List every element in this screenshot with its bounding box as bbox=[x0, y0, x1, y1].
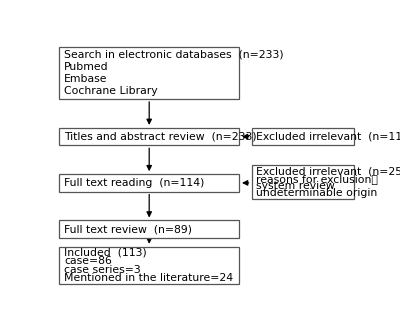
Text: Excluded irrelevant  (n=25): Excluded irrelevant (n=25) bbox=[256, 166, 400, 176]
Text: reasons for exclusion：: reasons for exclusion： bbox=[256, 174, 378, 184]
FancyBboxPatch shape bbox=[59, 174, 239, 192]
FancyBboxPatch shape bbox=[59, 247, 239, 284]
Text: Full text reading  (n=114): Full text reading (n=114) bbox=[64, 178, 204, 188]
Text: Titles and abstract review  (n=233): Titles and abstract review (n=233) bbox=[64, 132, 256, 142]
FancyBboxPatch shape bbox=[59, 46, 239, 99]
Text: undeterminable origin: undeterminable origin bbox=[256, 188, 378, 199]
FancyBboxPatch shape bbox=[59, 128, 239, 145]
FancyBboxPatch shape bbox=[59, 220, 239, 238]
Text: Excluded irrelevant  (n=119): Excluded irrelevant (n=119) bbox=[256, 132, 400, 142]
FancyBboxPatch shape bbox=[252, 165, 354, 199]
Text: Included  (113): Included (113) bbox=[64, 248, 147, 258]
Text: case=86: case=86 bbox=[64, 256, 112, 266]
Text: Search in electronic databases  (n=233): Search in electronic databases (n=233) bbox=[64, 50, 284, 59]
Text: Mentioned in the literature=24: Mentioned in the literature=24 bbox=[64, 273, 233, 283]
Text: Embase: Embase bbox=[64, 74, 108, 84]
Text: system review: system review bbox=[256, 181, 335, 191]
FancyBboxPatch shape bbox=[252, 128, 354, 145]
Text: Pubmed: Pubmed bbox=[64, 62, 108, 72]
Text: Cochrane Library: Cochrane Library bbox=[64, 86, 158, 96]
Text: case series=3: case series=3 bbox=[64, 265, 141, 275]
Text: Full text review  (n=89): Full text review (n=89) bbox=[64, 224, 192, 234]
